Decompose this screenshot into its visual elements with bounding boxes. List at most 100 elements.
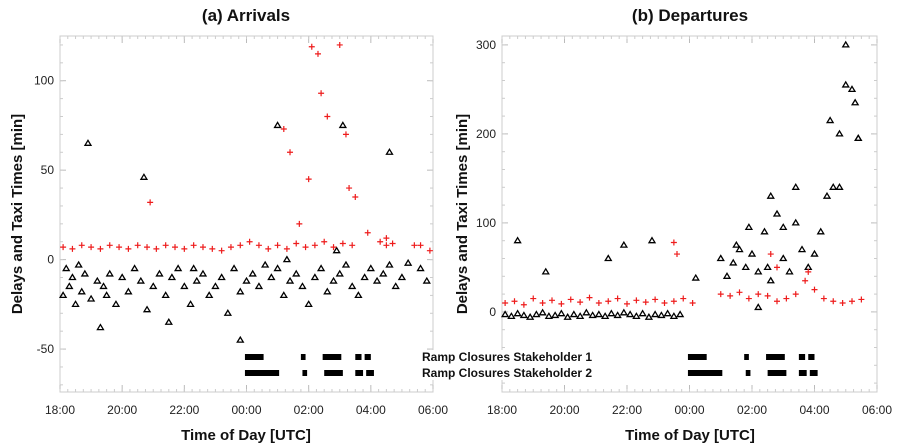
legend-ramp-closures-2: Ramp Closures Stakeholder 2 (422, 366, 592, 380)
ramp-closure-bar (745, 370, 751, 376)
delay-point (847, 85, 857, 93)
x-tick-label: 20:00 (107, 403, 137, 417)
taxi-time-point (265, 245, 272, 252)
y-tick-label: 300 (476, 38, 496, 52)
delay-point (130, 264, 139, 272)
taxi-time-point (661, 300, 668, 306)
delay-point (569, 310, 579, 318)
taxi-time-point (199, 244, 206, 251)
delay-point (71, 300, 80, 307)
delay-point (594, 310, 604, 318)
x-tick-label: 06:00 (418, 403, 448, 417)
taxi-time-point (330, 244, 337, 251)
delay-point (822, 191, 832, 199)
panel-a-title: (a) Arrivals (202, 6, 290, 25)
taxi-time-point (558, 300, 565, 307)
delay-point (835, 183, 844, 190)
delay-point (304, 300, 313, 307)
delay-point (96, 323, 105, 331)
delay-point (385, 260, 394, 268)
taxi-time-point (60, 244, 67, 251)
panel-b-x-ticks: 18:00 20:00 22:00 00:00 02:00 04:00 06:00 (487, 36, 892, 417)
taxi-time-point (614, 295, 621, 302)
delay-point (142, 305, 152, 313)
taxi-time-point (181, 245, 188, 252)
taxi-time-point (383, 235, 390, 242)
x-tick-label: 04:00 (799, 403, 829, 417)
delay-point (810, 249, 819, 257)
taxi-time-point (767, 251, 774, 258)
delay-point (180, 282, 189, 290)
taxi-time-point (674, 251, 680, 258)
delay-point (675, 310, 685, 318)
x-tick-label: 18:00 (45, 403, 75, 417)
taxi-time-point (311, 242, 318, 249)
delay-point (211, 282, 220, 290)
delay-point (841, 80, 850, 88)
y-tick-label: 50 (41, 163, 55, 177)
taxi-time-point (352, 194, 359, 201)
taxi-time-point (745, 295, 752, 302)
delay-point (538, 308, 547, 316)
ramp-closure-bar (355, 354, 362, 360)
ramp-closure-bar (687, 370, 723, 376)
taxi-time-point (318, 90, 325, 97)
ramp-closure-bar (324, 370, 343, 376)
delay-point (760, 227, 769, 235)
taxi-time-point (624, 300, 630, 307)
delay-point (619, 308, 629, 316)
taxi-time-point (530, 295, 537, 302)
delay-point (604, 254, 613, 262)
delay-point (716, 254, 725, 262)
panel-b-x-label: Time of Day [UTC] (625, 427, 755, 444)
delay-point (613, 311, 622, 319)
panel-a-x-label: Time of Day [UTC] (181, 427, 311, 444)
taxi-time-point (342, 131, 349, 138)
delay-point (273, 121, 282, 129)
delay-point (65, 282, 74, 290)
ramp-closure-bar (687, 354, 707, 360)
ramp-closure-bar (744, 354, 749, 360)
taxi-time-point (830, 298, 837, 305)
delay-point (816, 227, 825, 235)
taxi-time-point (652, 296, 659, 303)
delay-point (525, 312, 535, 320)
panel-a-frame (59, 35, 434, 393)
taxi-time-point (305, 176, 312, 183)
taxi-time-point (689, 300, 696, 306)
taxi-time-point (97, 245, 104, 252)
delay-point (102, 291, 111, 299)
taxi-time-point (820, 295, 827, 302)
panel-b-y-label: Delays and Taxi Times [min] (454, 114, 471, 314)
x-tick-label: 20:00 (549, 403, 579, 417)
x-tick-label: 22:00 (169, 403, 199, 417)
delay-point (403, 258, 413, 266)
taxi-time-point (792, 291, 799, 298)
taxi-time-point (144, 244, 151, 251)
delay-point (607, 309, 616, 317)
taxi-time-point (106, 242, 113, 249)
delay-point (279, 291, 288, 299)
delay-point (189, 264, 198, 272)
taxi-time-point (736, 289, 743, 296)
delay-point (747, 249, 757, 257)
delay-point (192, 276, 201, 284)
taxi-time-point (218, 247, 225, 254)
delay-point (657, 311, 666, 319)
panel-b-y-ticks: 0 100 200 300 (476, 38, 877, 384)
delay-point (223, 309, 232, 316)
delay-point (379, 269, 388, 277)
ramp-closure-bar (766, 354, 785, 360)
ramp-closure-bar (808, 354, 815, 360)
taxi-time-point (764, 292, 771, 299)
panel-a-ramp-bars (244, 354, 374, 376)
taxi-time-point (783, 295, 790, 302)
delay-point (500, 310, 510, 318)
delay-point (105, 269, 114, 277)
delay-point (513, 309, 522, 317)
taxi-time-point (520, 301, 527, 308)
delay-point (841, 40, 850, 48)
taxi-time-point (567, 296, 574, 303)
ramp-closure-bar (809, 370, 818, 376)
ramp-closure-bar (302, 370, 308, 376)
